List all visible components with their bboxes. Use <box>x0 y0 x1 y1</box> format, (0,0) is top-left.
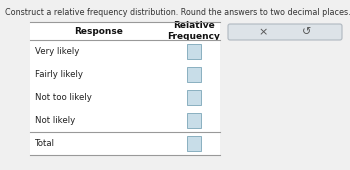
Text: Fairly likely: Fairly likely <box>35 70 83 79</box>
Bar <box>187 67 201 82</box>
Text: Very likely: Very likely <box>35 47 79 56</box>
Bar <box>187 44 201 59</box>
Text: ×: × <box>258 27 268 37</box>
Text: Response: Response <box>75 27 124 36</box>
Text: Total: Total <box>35 139 55 148</box>
Bar <box>30 22 220 155</box>
Text: Not likely: Not likely <box>35 116 75 125</box>
Bar <box>187 136 201 151</box>
Bar <box>187 90 201 105</box>
FancyBboxPatch shape <box>228 24 342 40</box>
Text: Construct a relative frequency distribution. Round the answers to two decimal pl: Construct a relative frequency distribut… <box>5 8 350 17</box>
Text: Not too likely: Not too likely <box>35 93 92 102</box>
Text: Relative
Frequency: Relative Frequency <box>168 21 220 41</box>
Text: ↺: ↺ <box>302 27 312 37</box>
Bar <box>187 113 201 128</box>
